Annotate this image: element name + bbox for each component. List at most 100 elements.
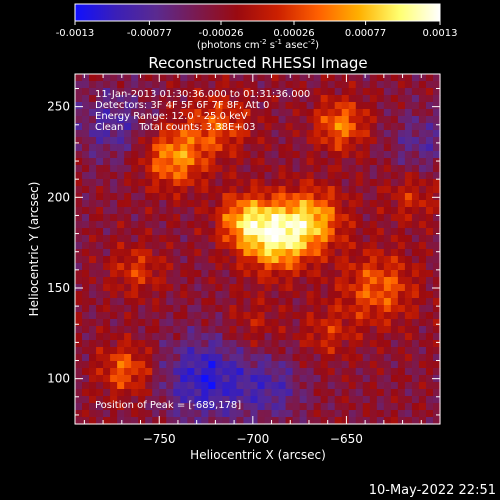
heatmap-cell	[229, 158, 238, 166]
heatmap-cell	[75, 235, 83, 243]
heatmap-cell	[306, 228, 315, 236]
heatmap-cell	[222, 81, 231, 89]
heatmap-cell	[271, 200, 280, 208]
heatmap-cell	[341, 277, 350, 285]
heatmap-cell	[355, 305, 364, 313]
heatmap-cell	[96, 242, 104, 250]
heatmap-cell	[425, 228, 434, 236]
heatmap-cell	[341, 403, 350, 411]
heatmap-cell	[159, 228, 167, 236]
heatmap-cell	[264, 284, 273, 292]
heatmap-cell	[348, 277, 357, 285]
heatmap-cell	[131, 333, 139, 341]
heatmap-cell	[264, 389, 273, 397]
heatmap-cell	[334, 158, 343, 166]
heatmap-cell	[299, 123, 308, 131]
heatmap-cell	[299, 81, 308, 89]
heatmap-cell	[103, 291, 111, 299]
heatmap-cell	[397, 74, 406, 82]
heatmap-cell	[271, 354, 280, 362]
heatmap-cell	[222, 319, 231, 327]
heatmap-cell	[278, 347, 287, 355]
heatmap-cell	[341, 130, 350, 138]
heatmap-cell	[82, 354, 90, 362]
heatmap-cell	[187, 291, 195, 299]
heatmap-cell	[404, 200, 413, 208]
heatmap-cell	[425, 277, 434, 285]
heatmap-cell	[306, 347, 315, 355]
heatmap-cell	[201, 389, 209, 397]
heatmap-cell	[411, 228, 420, 236]
heatmap-cell	[411, 214, 420, 222]
heatmap-cell	[96, 95, 104, 103]
heatmap-cell	[362, 361, 371, 369]
heatmap-cell	[138, 172, 146, 180]
heatmap-cell	[355, 102, 364, 110]
heatmap-cell	[404, 277, 413, 285]
heatmap-cell	[404, 263, 413, 271]
heatmap-cell	[166, 81, 174, 89]
heatmap-cell	[138, 417, 146, 425]
heatmap-cell	[236, 235, 245, 243]
heatmap-cell	[383, 123, 392, 131]
heatmap-cell	[187, 312, 195, 320]
heatmap-cell	[334, 410, 343, 418]
heatmap-cell	[124, 333, 132, 341]
heatmap-cell	[432, 144, 441, 152]
heatmap-cell	[411, 347, 420, 355]
heatmap-cell	[131, 123, 139, 131]
heatmap-cell	[271, 95, 280, 103]
heatmap-cell	[110, 130, 118, 138]
heatmap-cell	[383, 263, 392, 271]
heatmap-cell	[264, 158, 273, 166]
heatmap-cell	[145, 277, 153, 285]
heatmap-cell	[250, 291, 259, 299]
heatmap-cell	[432, 410, 441, 418]
heatmap-cell	[299, 347, 308, 355]
heatmap-cell	[327, 235, 336, 243]
heatmap-cell	[236, 417, 245, 425]
heatmap-cell	[369, 354, 378, 362]
heatmap-cell	[243, 256, 252, 264]
heatmap-cell	[250, 256, 259, 264]
heatmap-cell	[306, 340, 315, 348]
heatmap-cell	[432, 298, 441, 306]
heatmap-cell	[264, 354, 273, 362]
heatmap-cell	[390, 165, 399, 173]
heatmap-cell	[194, 172, 202, 180]
heatmap-cell	[180, 312, 188, 320]
heatmap-cell	[369, 235, 378, 243]
info-line-clean: Clean Total counts: 3.38E+03	[95, 122, 255, 133]
heatmap-cell	[397, 193, 406, 201]
heatmap-cell	[103, 74, 111, 82]
heatmap-cell	[250, 200, 259, 208]
heatmap-cell	[425, 340, 434, 348]
heatmap-cell	[369, 109, 378, 117]
heatmap-cell	[250, 368, 259, 376]
heatmap-cell	[124, 403, 132, 411]
heatmap-cell	[278, 291, 287, 299]
heatmap-cell	[257, 277, 266, 285]
heatmap-cell	[187, 361, 195, 369]
heatmap-cell	[187, 242, 195, 250]
heatmap-cell	[236, 242, 245, 250]
heatmap-cell	[278, 193, 287, 201]
heatmap-cell	[362, 151, 371, 159]
heatmap-cell	[397, 137, 406, 145]
heatmap-cell	[362, 340, 371, 348]
heatmap-cell	[390, 137, 399, 145]
heatmap-cell	[362, 109, 371, 117]
heatmap-cell	[166, 284, 174, 292]
heatmap-cell	[390, 277, 399, 285]
heatmap-cell	[96, 144, 104, 152]
heatmap-cell	[75, 130, 83, 138]
heatmap-cell	[82, 137, 90, 145]
heatmap-cell	[159, 95, 167, 103]
heatmap-cell	[418, 375, 427, 383]
heatmap-cell	[243, 319, 252, 327]
heatmap-cell	[320, 298, 329, 306]
heatmap-cell	[222, 144, 231, 152]
heatmap-cell	[229, 375, 238, 383]
heatmap-cell	[96, 368, 104, 376]
heatmap-cell	[89, 88, 97, 96]
